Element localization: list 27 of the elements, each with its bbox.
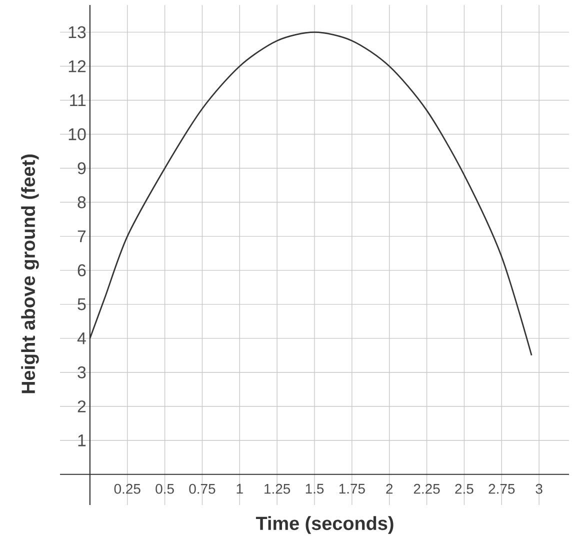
x-tick-label: 0.25 xyxy=(114,484,140,494)
y-tick-label: 10 xyxy=(68,128,86,140)
y-tick-label: 11 xyxy=(70,94,86,106)
x-tick-label: 1.5 xyxy=(306,484,324,494)
y-tick-label: 7 xyxy=(78,230,86,242)
x-tick-label: 0.5 xyxy=(156,484,174,494)
x-tick-label: 2.75 xyxy=(488,484,515,494)
y-tick-label: 5 xyxy=(78,298,86,310)
y-tick-label: 1 xyxy=(78,434,86,446)
y-tick-label: 4 xyxy=(77,332,86,344)
y-tick-label: 9 xyxy=(78,162,86,174)
y-tick-label: 2 xyxy=(78,400,86,412)
x-tick-label: 0.75 xyxy=(189,484,216,494)
y-tick-label: 12 xyxy=(68,60,86,72)
x-tick-label: 1.25 xyxy=(264,484,290,494)
x-tick-label: 1 xyxy=(236,484,243,494)
y-tick-label: 8 xyxy=(78,196,86,208)
x-tick-label: 2 xyxy=(386,484,393,494)
y-tick-label: 3 xyxy=(78,366,86,378)
x-tick-label: 1.75 xyxy=(339,484,365,494)
y-tick-label: 13 xyxy=(68,26,86,38)
x-axis-title: Time (seconds) xyxy=(256,516,394,534)
x-tick-label: 3 xyxy=(536,484,542,494)
x-tick-label: 2.25 xyxy=(414,484,440,494)
x-tick-label: 2.5 xyxy=(455,484,474,494)
y-axis-title: Height above ground (feet) xyxy=(21,154,39,394)
y-tick-label: 6 xyxy=(78,264,86,276)
